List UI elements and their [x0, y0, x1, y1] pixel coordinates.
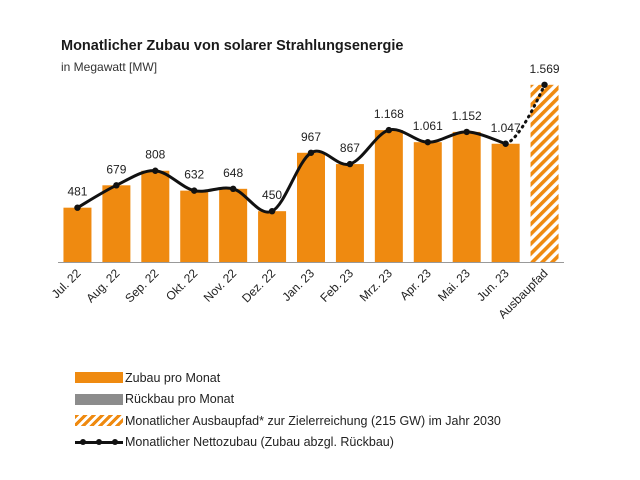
net-line-projection	[504, 83, 547, 146]
legend-label: Zubau pro Monat	[125, 370, 221, 385]
bar-6	[297, 152, 325, 262]
data-label-11: 1.047	[491, 121, 521, 135]
x-tick-label-2: Sep. 22	[122, 266, 161, 305]
x-tick-label-5: Dez. 22	[239, 266, 278, 305]
x-tick-label-6: Jan. 23	[279, 266, 317, 304]
data-label-8: 1.168	[374, 107, 404, 121]
legend: Zubau pro Monat Rückbau pro Monat Monatl…	[75, 367, 501, 453]
net-point-2	[152, 167, 159, 174]
chart-subtitle: in Megawatt [MW]	[61, 60, 158, 74]
data-label-10: 1.152	[452, 109, 482, 123]
net-point-7	[346, 160, 354, 168]
x-tick-label-11: Jun. 23	[474, 266, 512, 304]
x-tick-label-10: Mai. 23	[435, 266, 473, 304]
net-point-9	[424, 138, 431, 146]
x-tick-label-9: Apr. 23	[397, 266, 434, 303]
x-tick-label-1: Aug. 22	[83, 266, 122, 305]
bar-4	[219, 188, 248, 262]
data-label-5: 450	[262, 188, 282, 202]
net-point-10	[463, 128, 470, 136]
bar-11	[491, 143, 520, 262]
bar-7	[335, 164, 364, 262]
legend-item-ausbaupfad: Monatlicher Ausbaupfad* zur Zielerreichu…	[75, 410, 501, 432]
data-label-1: 679	[106, 162, 126, 176]
net-point-4	[229, 185, 237, 193]
data-label-9: 1.061	[413, 119, 443, 133]
data-label-0: 481	[67, 185, 87, 199]
x-tick-label-0: Jul. 22	[49, 266, 84, 301]
legend-item-nettozubau: Monatlicher Nettozubau (Zubau abzgl. Rüc…	[75, 432, 501, 454]
legend-item-rueckbau: Rückbau pro Monat	[75, 389, 501, 411]
net-point-11	[502, 140, 509, 147]
legend-swatch-gray	[75, 393, 123, 405]
bar-target-12	[530, 84, 559, 263]
legend-label: Monatlicher Nettozubau (Zubau abzgl. Rüc…	[125, 435, 394, 450]
bar-8	[374, 130, 403, 262]
legend-label: Rückbau pro Monat	[125, 392, 235, 407]
net-point-0	[74, 204, 81, 211]
legend-label: Monatlicher Ausbaupfad* zur Zielerreichu…	[125, 413, 501, 428]
data-label-3: 632	[184, 168, 204, 182]
bar-3	[180, 190, 209, 262]
legend-swatch-hatch	[75, 415, 123, 427]
data-label-2: 808	[145, 148, 165, 162]
net-point-5	[268, 207, 276, 215]
data-label-4: 648	[223, 166, 243, 180]
legend-swatch-solid	[75, 372, 123, 384]
bar-5	[258, 211, 287, 262]
data-label-12: 1.569	[530, 62, 560, 76]
data-label-7: 867	[340, 141, 360, 155]
bar-0	[63, 207, 92, 262]
net-point-8	[385, 126, 393, 134]
bar-2	[141, 170, 170, 262]
legend-item-zubau: Zubau pro Monat	[75, 367, 501, 389]
bar-line-chart: 481 679 808 632 648 450 967 867 1.168 1.061 1.152 1…	[49, 62, 564, 321]
bar-1	[102, 185, 131, 262]
net-point-6	[307, 149, 315, 156]
bar-10	[452, 131, 481, 262]
net-point-1	[113, 182, 120, 189]
bar-9	[413, 142, 442, 262]
x-tick-label-4: Nov. 22	[201, 266, 240, 305]
net-point-3	[191, 187, 198, 194]
x-tick-label-3: Okt. 22	[163, 266, 200, 303]
net-point-12	[541, 81, 548, 88]
chart-title: Monatlicher Zubau von solarer Strahlungs…	[61, 38, 404, 54]
x-tick-label-8: Mrz. 23	[357, 266, 395, 304]
x-tick-label-7: Feb. 23	[317, 266, 356, 305]
legend-swatch-line	[75, 437, 123, 448]
data-label-6: 967	[301, 130, 321, 144]
